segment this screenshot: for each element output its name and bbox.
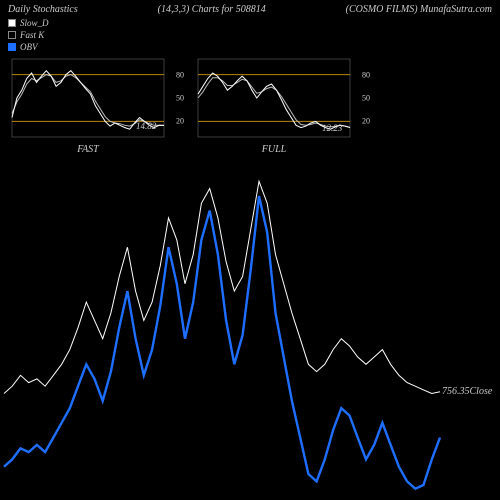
top-panels: FAST 20508014.82 FULL 20508012.23 [0,53,500,141]
ytick-label: 50 [176,94,184,103]
legend-swatch-slow [8,19,16,27]
legend-label-slow: Slow_D [20,17,49,29]
ytick-label: 80 [362,70,370,79]
header-mid: (14,3,3) Charts for 508814 [78,4,346,15]
legend-obv: OBV [8,41,492,53]
header-left: Daily Stochastics [8,4,78,15]
ytick-label: 20 [362,117,370,126]
panel-fast: FAST 20508014.82 [8,55,188,141]
panel-fast-title: FAST [8,144,168,155]
chart-header: Daily Stochastics (14,3,3) Charts for 50… [0,0,500,17]
legend-label-fast: Fast K [20,29,44,41]
panel-full: FULL 20508012.23 [194,55,374,141]
main-chart: 756.35Close [0,170,500,500]
legend-swatch-obv [8,43,16,51]
legend-slowd: Slow_D [8,17,492,29]
close-value-label: 756.35Close [442,386,492,397]
panel-last-value: 14.82 [136,121,156,131]
panel-full-title: FULL [194,144,354,155]
ytick-label: 20 [176,117,184,126]
header-right: (COSMO FILMS) MunafaSutra.com [346,4,492,15]
ytick-label: 80 [176,70,184,79]
legend-label-obv: OBV [20,41,38,53]
legend-swatch-fast [8,31,16,39]
legend-fastk: Fast K [8,29,492,41]
legend: Slow_D Fast K OBV [0,17,500,53]
ytick-label: 50 [362,94,370,103]
panel-last-value: 12.23 [322,123,342,133]
